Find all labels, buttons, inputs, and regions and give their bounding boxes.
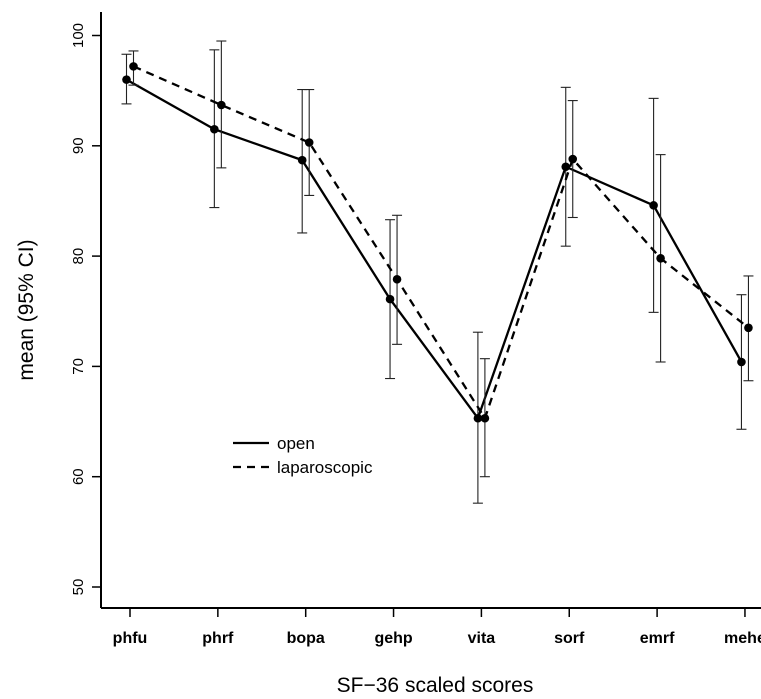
- y-tick-label-50: 50: [70, 579, 87, 596]
- data-point-laparoscopic-emrf: [656, 254, 665, 263]
- data-point-open-vita: [473, 413, 483, 423]
- y-tick-label-80: 80: [70, 248, 87, 265]
- y-axis-ticks: 50 60 70 80 90 100: [70, 23, 101, 595]
- x-axis-title: SF−36 scaled scores: [337, 674, 534, 697]
- y-tick-label-90: 90: [70, 137, 87, 154]
- data-point-open-mehe: [737, 357, 746, 367]
- data-point-laparoscopic-phfu: [129, 62, 138, 71]
- y-tick-label-70: 70: [70, 358, 87, 375]
- data-point-laparoscopic-mehe: [744, 323, 753, 333]
- y-tick-label-60: 60: [70, 468, 87, 485]
- legend: open laparoscopic: [233, 434, 373, 477]
- x-tick-label-bopa: bopa: [287, 630, 325, 647]
- series-line-laparoscopic: [133, 65, 750, 421]
- y-axis-title: mean (95% CI): [15, 239, 38, 380]
- series-layer: [121, 40, 754, 504]
- data-point-open-phrf: [210, 124, 219, 134]
- x-tick-label-phfu: phfu: [113, 630, 148, 647]
- data-point-open-phfu: [122, 75, 131, 84]
- data-point-laparoscopic-phrf: [217, 100, 226, 110]
- x-axis-ticks: phfu phrf bopa gehp vita sorf emrf mehe: [113, 608, 761, 647]
- data-point-laparoscopic-bopa: [304, 138, 314, 147]
- legend-label-open: open: [277, 434, 315, 453]
- y-tick-label-100: 100: [70, 23, 87, 48]
- x-tick-label-vita: vita: [468, 630, 496, 647]
- data-point-open-gehp: [385, 294, 395, 304]
- data-point-open-emrf: [649, 201, 658, 210]
- data-point-laparoscopic-vita: [480, 413, 490, 423]
- x-tick-label-gehp: gehp: [374, 630, 412, 647]
- x-tick-label-sorf: sorf: [554, 630, 585, 647]
- data-point-open-sorf: [561, 162, 571, 172]
- x-tick-label-phrf: phrf: [202, 630, 234, 647]
- data-point-laparoscopic-sorf: [568, 154, 578, 164]
- series-line-open: [125, 78, 743, 421]
- legend-label-laparoscopic: laparoscopic: [277, 458, 373, 477]
- x-tick-label-emrf: emrf: [640, 630, 675, 647]
- data-point-laparoscopic-gehp: [392, 274, 402, 284]
- x-tick-label-mehe: mehe: [724, 630, 761, 647]
- data-point-open-bopa: [297, 155, 307, 165]
